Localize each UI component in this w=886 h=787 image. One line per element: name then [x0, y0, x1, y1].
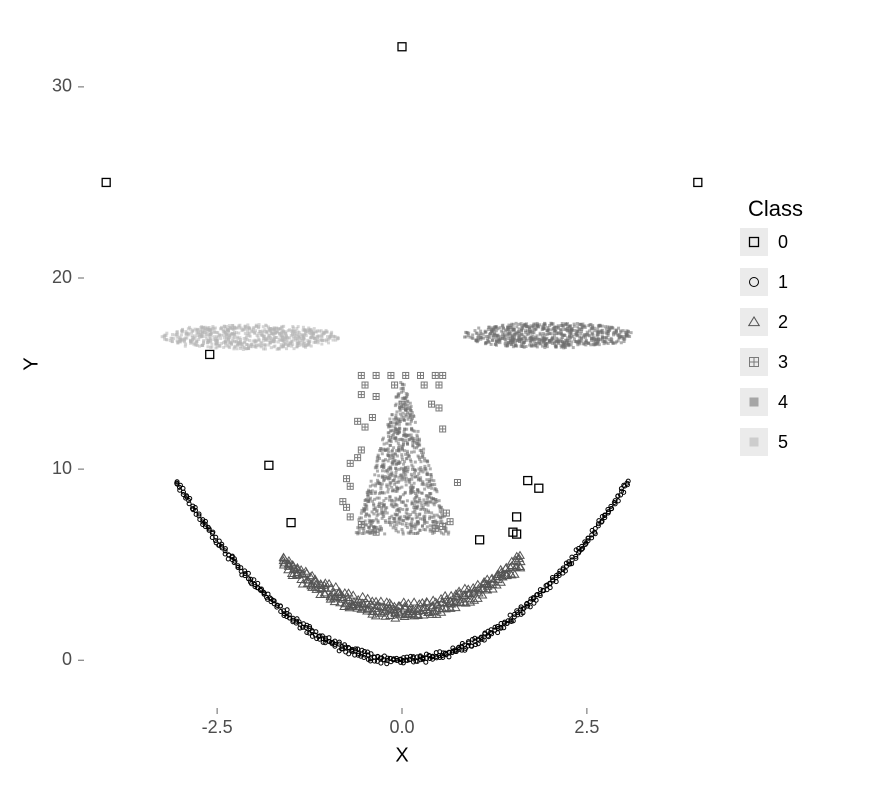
y-tick-label: 20 [52, 267, 72, 287]
legend-label: 0 [778, 232, 788, 252]
legend-label: 4 [778, 392, 788, 412]
legend-title: Class [748, 196, 803, 221]
x-tick-label: 2.5 [574, 717, 599, 737]
y-tick-label: 10 [52, 458, 72, 478]
y-tick-label: 30 [52, 76, 72, 96]
x-tick-label: 0.0 [389, 717, 414, 737]
chart-container: -2.5 0.0 2.5 0 10 20 30 X Y Class 0 1 2 3 4 5 [0, 0, 886, 787]
legend-label: 3 [778, 352, 788, 372]
x-axis-label: X [395, 744, 408, 766]
y-tick-label: 0 [62, 649, 72, 669]
x-tick-label: -2.5 [202, 717, 233, 737]
scatter-chart: -2.5 0.0 2.5 0 10 20 30 X Y Class 0 1 2 3 4 5 [0, 0, 886, 787]
y-axis-label: Y [20, 357, 42, 370]
legend-label: 1 [778, 272, 788, 292]
legend-label: 5 [778, 432, 788, 452]
legend-label: 2 [778, 312, 788, 332]
